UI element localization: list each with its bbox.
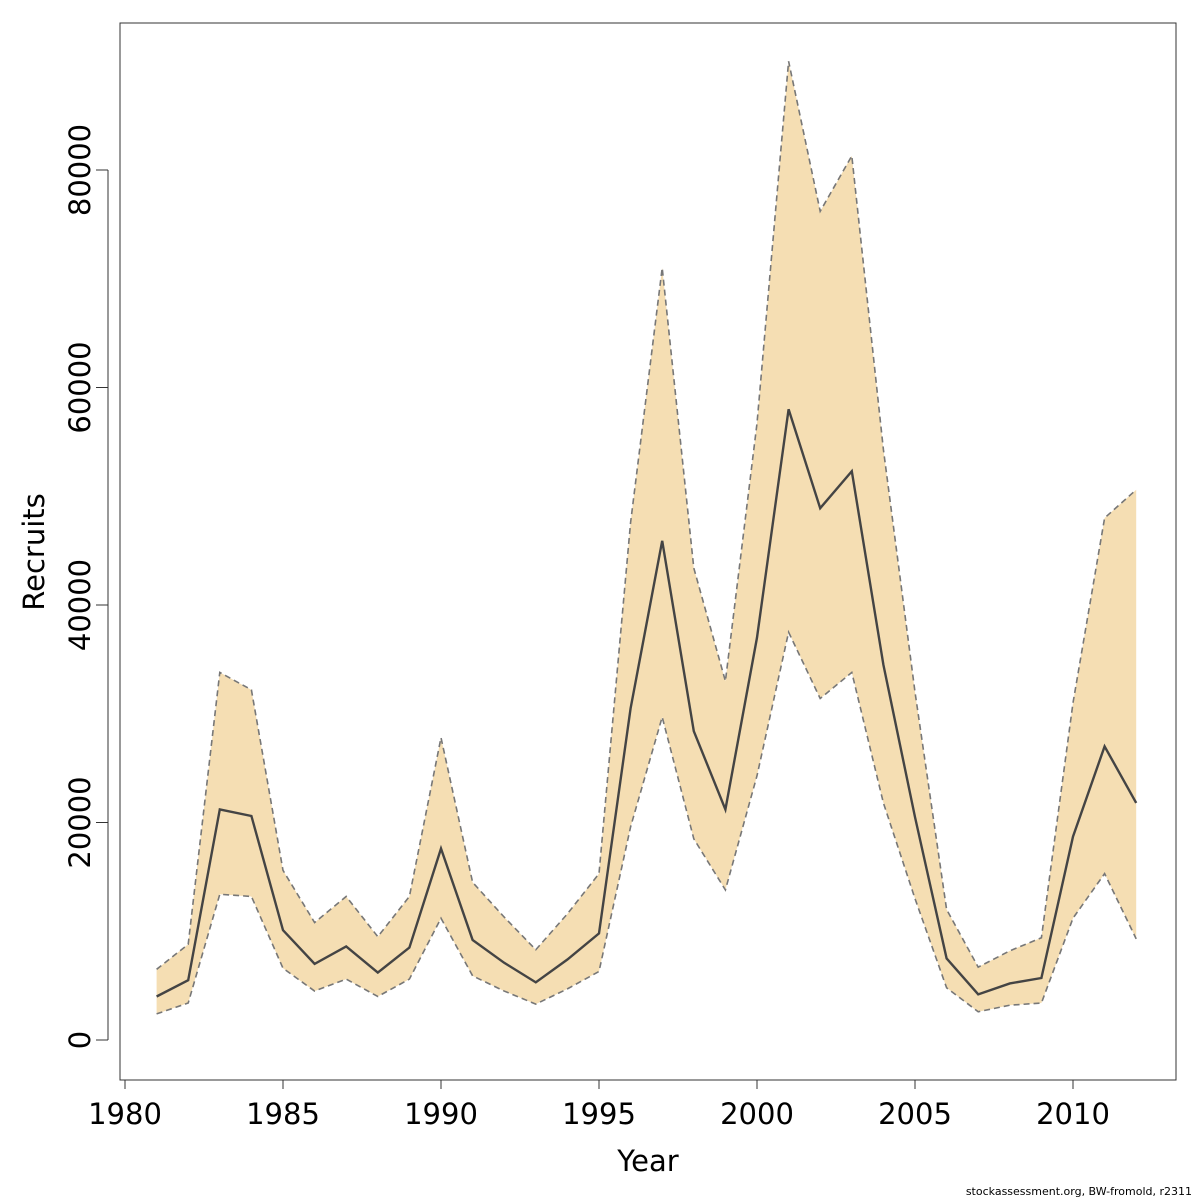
y-axis-title: Recruits	[17, 493, 51, 610]
x-tick-label: 2000	[720, 1097, 794, 1131]
confidence-band-layer	[156, 61, 1137, 1014]
x-tick-label: 1990	[404, 1097, 478, 1131]
footer-credit: stockassessment.org, BW-fromold, r2311	[965, 1185, 1192, 1198]
x-axis: 1980 1985 1990 1995 2000 2005 2010	[88, 1079, 1110, 1131]
confidence-band	[156, 61, 1137, 1014]
y-tick-label: 0	[63, 1031, 97, 1049]
x-axis-title: Year	[616, 1144, 678, 1178]
estimate-line	[156, 408, 1138, 998]
series-line-layer	[156, 61, 1138, 1015]
y-tick-label: 40000	[63, 559, 97, 651]
x-tick-label: 1985	[246, 1097, 320, 1131]
x-tick-label: 2010	[1036, 1097, 1110, 1131]
x-tick-label: 1980	[88, 1097, 162, 1131]
x-tick-label: 2005	[878, 1097, 952, 1131]
upper-bound-line	[156, 61, 1137, 970]
y-tick-label: 60000	[63, 341, 97, 433]
x-tick-label: 1995	[562, 1097, 636, 1131]
y-axis: 0 20000 40000 60000 80000	[63, 124, 109, 1049]
y-tick-label: 20000	[63, 776, 97, 868]
y-tick-label: 80000	[63, 124, 97, 216]
lower-bound-line	[156, 629, 1137, 1015]
